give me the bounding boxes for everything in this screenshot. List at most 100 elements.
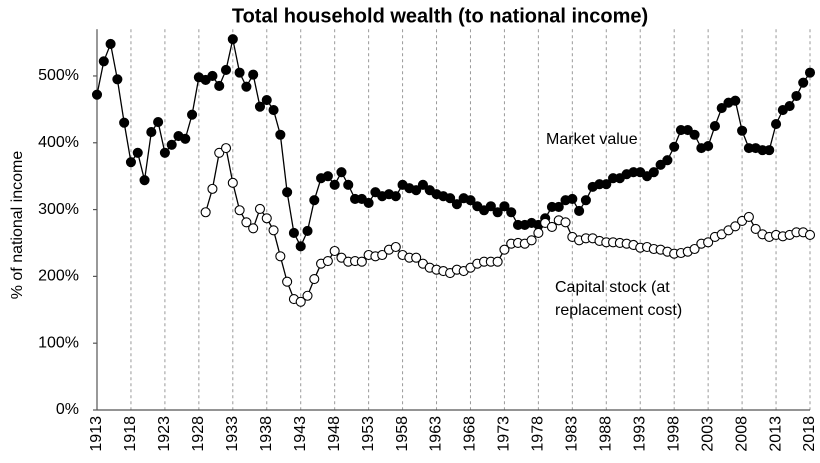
data-point <box>499 244 510 255</box>
data-point <box>784 100 795 112</box>
data-point <box>91 89 103 100</box>
data-point <box>798 77 809 88</box>
x-tick-label: 1943 <box>292 416 309 452</box>
data-point <box>445 193 456 204</box>
data-point <box>390 241 401 253</box>
x-tick-label: 1923 <box>156 416 173 452</box>
data-point <box>662 155 673 166</box>
chart-title: Total household wealth (to national inco… <box>232 5 648 27</box>
data-point <box>703 237 714 248</box>
data-point <box>241 81 252 92</box>
y-tick-label: 500% <box>38 67 79 84</box>
x-tick-label: 1963 <box>428 416 445 452</box>
data-point <box>580 195 591 206</box>
data-point <box>730 95 741 106</box>
data-point <box>485 201 496 212</box>
data-point <box>655 159 666 170</box>
data-point <box>506 207 517 218</box>
x-tick-label: 1988 <box>598 416 615 452</box>
data-point <box>295 296 306 307</box>
data-point <box>248 223 259 234</box>
data-point <box>214 80 225 92</box>
data-point <box>804 67 816 78</box>
data-point <box>499 201 510 212</box>
data-point <box>207 70 218 82</box>
data-point <box>132 147 143 158</box>
y-tick-label: 200% <box>38 268 79 285</box>
x-tick-label: 1938 <box>258 416 275 452</box>
data-point <box>601 179 612 190</box>
series-line <box>205 147 811 303</box>
data-point <box>465 195 476 206</box>
data-point <box>166 139 177 150</box>
data-point <box>417 179 428 190</box>
data-point <box>669 141 680 152</box>
data-point <box>288 227 299 239</box>
y-tick-label: 300% <box>38 201 79 218</box>
data-point <box>254 101 266 112</box>
data-point <box>302 225 313 237</box>
data-point <box>214 147 225 158</box>
x-tick-label: 1973 <box>496 416 513 452</box>
data-point <box>336 167 347 178</box>
data-point <box>112 74 123 85</box>
data-point <box>689 243 700 255</box>
x-tick-label: 2008 <box>733 416 750 452</box>
data-point <box>234 205 245 216</box>
data-point <box>248 69 259 80</box>
x-tick-label: 2013 <box>767 416 784 452</box>
data-point <box>187 109 198 120</box>
y-axis-label: % of national income <box>9 151 26 300</box>
data-point <box>282 276 293 287</box>
data-point <box>234 67 245 78</box>
x-tick-label: 1983 <box>564 416 581 452</box>
data-point <box>492 256 503 267</box>
data-point <box>268 104 279 116</box>
data-point <box>227 34 238 45</box>
data-point <box>390 191 401 202</box>
x-tick-label: 1928 <box>190 416 207 452</box>
data-point <box>492 207 503 218</box>
data-point <box>227 177 238 188</box>
data-point <box>98 56 109 67</box>
data-point <box>200 207 211 218</box>
annotation: Capital stock (at <box>555 279 670 296</box>
data-point <box>682 125 693 136</box>
data-point <box>254 203 266 214</box>
data-point <box>322 255 333 267</box>
data-point <box>329 179 340 190</box>
data-point <box>261 94 272 106</box>
data-point <box>295 241 306 252</box>
data-point <box>411 252 422 263</box>
data-point <box>329 245 340 257</box>
data-point <box>153 117 164 128</box>
data-point <box>737 125 748 136</box>
data-point <box>159 147 170 158</box>
x-tick-label: 2018 <box>801 416 818 452</box>
y-tick-label: 100% <box>38 334 79 351</box>
data-point <box>119 117 130 128</box>
data-point <box>356 256 367 267</box>
data-point <box>180 133 191 144</box>
data-point <box>105 38 116 49</box>
x-tick-label: 1998 <box>665 416 682 452</box>
data-point <box>220 143 232 154</box>
data-point <box>322 171 333 182</box>
annotation: replacement cost) <box>555 302 682 319</box>
x-tick-label: 1958 <box>394 416 411 452</box>
x-tick-label: 1993 <box>631 416 648 452</box>
x-tick-label: 1913 <box>88 416 105 452</box>
data-point <box>275 251 286 262</box>
data-point <box>309 274 320 285</box>
data-point <box>804 229 816 241</box>
data-point <box>770 119 782 130</box>
data-point <box>716 102 727 114</box>
data-point <box>526 235 537 246</box>
data-point <box>451 199 462 210</box>
data-point <box>689 129 700 140</box>
x-tick-label: 1978 <box>530 416 547 452</box>
data-point <box>743 211 754 222</box>
annotation: Market value <box>546 131 638 148</box>
data-point <box>302 290 313 301</box>
